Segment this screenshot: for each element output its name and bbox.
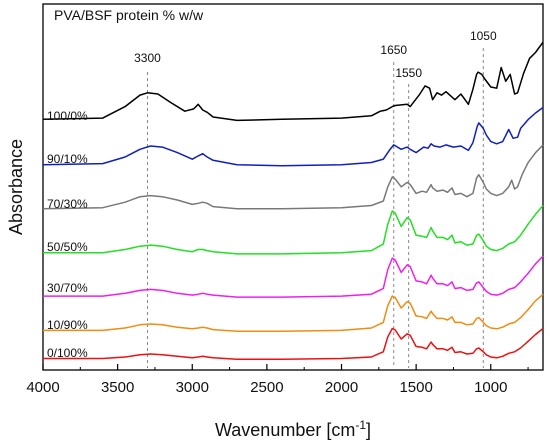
series-label: 70/30%	[47, 197, 88, 211]
series-line	[42, 41, 544, 122]
series-line	[43, 327, 544, 361]
series-line	[42, 106, 544, 167]
series-label: 30/70%	[47, 281, 88, 295]
x-axis-title-text: Wavenumber [cm	[215, 420, 355, 440]
series-label: 100/0%	[47, 109, 88, 123]
peak-marker-label: 3300	[134, 51, 161, 65]
plot-frame	[42, 3, 544, 371]
x-tick-label: 2500	[250, 379, 283, 396]
series-line	[43, 293, 544, 332]
x-tick-label: 2000	[325, 379, 358, 396]
x-axis-title: Wavenumber [cm-1]	[215, 418, 371, 440]
x-tick-label: 4000	[26, 379, 59, 396]
series-label: 50/50%	[47, 240, 88, 254]
peak-marker-label: 1650	[380, 43, 407, 57]
x-axis-title-sup: -1	[355, 418, 366, 432]
x-axis-ticks: 4000 3500 3000 2500 2000 1500 1000	[26, 364, 529, 396]
chart-title: PVA/BSF protein % w/w	[54, 7, 204, 23]
series-label: 10/90%	[47, 318, 88, 332]
series-line	[43, 205, 544, 255]
peak-marker-label: 1050	[470, 29, 497, 43]
spectra	[42, 41, 544, 361]
y-axis-title: Absorbance	[6, 139, 26, 235]
series-label: 90/10%	[47, 152, 88, 166]
series-labels: 100/0% 90/10% 70/30% 50/50% 30/70% 10/90% 0/10…	[47, 109, 88, 360]
x-axis-title-end: ]	[366, 420, 371, 440]
peak-marker-label: 1550	[395, 66, 422, 80]
x-tick-label: 3500	[101, 379, 134, 396]
x-tick-label: 1500	[399, 379, 432, 396]
series-line	[42, 144, 544, 210]
x-tick-label: 3000	[176, 379, 209, 396]
series-label: 0/100%	[47, 346, 88, 360]
series-line	[43, 255, 544, 298]
x-tick-label: 1000	[474, 379, 507, 396]
peak-markers: 3300 1650 1550 1050	[134, 29, 497, 368]
